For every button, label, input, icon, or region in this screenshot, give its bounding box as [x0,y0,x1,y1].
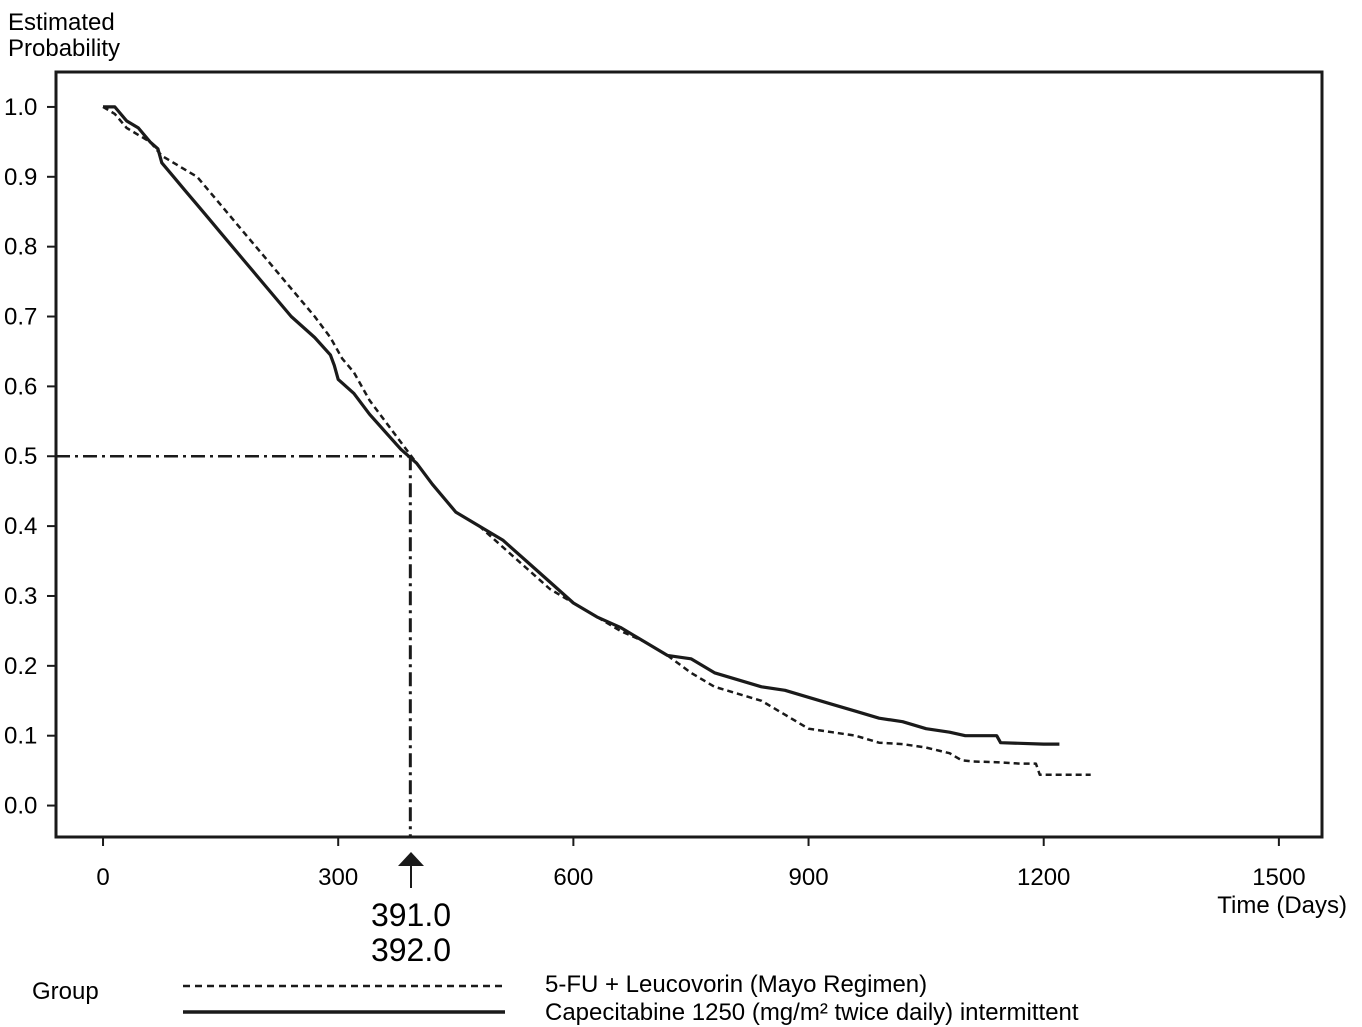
y-tick-label: 0.0 [4,793,37,820]
y-tick-label: 0.1 [4,723,37,750]
y-tick-label: 0.4 [4,513,37,540]
y-axis-title-line1: Estimated [8,9,115,36]
y-tick-label: 0.7 [4,304,37,331]
series-5fu-leucovorin-line [102,105,1091,777]
median-label-2: 392.0 [371,932,451,968]
x-tick-label: 900 [789,864,829,891]
y-tick-label: 0.2 [4,653,37,680]
legend-label-capecitabine: Capecitabine 1250 (mg/m² twice daily) in… [545,999,1079,1026]
y-tick-label: 0.6 [4,373,37,400]
y-tick-label: 0.9 [4,164,37,191]
legend: Group 5-FU + Leucovorin (Mayo Regimen) C… [32,971,1079,1026]
series-capecitabine-line [103,105,1060,746]
x-axis: 0 300 600 900 1200 1500 [96,837,1306,891]
y-axis-title-line2: Probability [8,35,120,62]
x-tick-label: 600 [553,864,593,891]
legend-label-5fu: 5-FU + Leucovorin (Mayo Regimen) [545,971,927,998]
median-label-1: 391.0 [371,897,451,933]
plot-frame [54,70,1324,839]
median-reference [56,454,412,837]
x-tick-label: 0 [96,864,109,891]
y-tick-label: 1.0 [4,94,37,121]
x-tick-label: 1500 [1252,864,1305,891]
y-tick-label: 0.8 [4,234,37,261]
survival-curves [102,105,1091,777]
legend-title: Group [32,978,99,1005]
x-axis-title: Time (Days) [1217,892,1347,919]
x-tick-label: 300 [318,864,358,891]
y-tick-label: 0.5 [4,443,37,470]
x-tick-label: 1200 [1017,864,1070,891]
y-axis: 0.0 0.1 0.2 0.3 0.4 0.5 0.6 0.7 0.8 0.9 1.0 [4,94,56,820]
median-arrow-icon [398,852,424,888]
y-tick-label: 0.3 [4,583,37,610]
